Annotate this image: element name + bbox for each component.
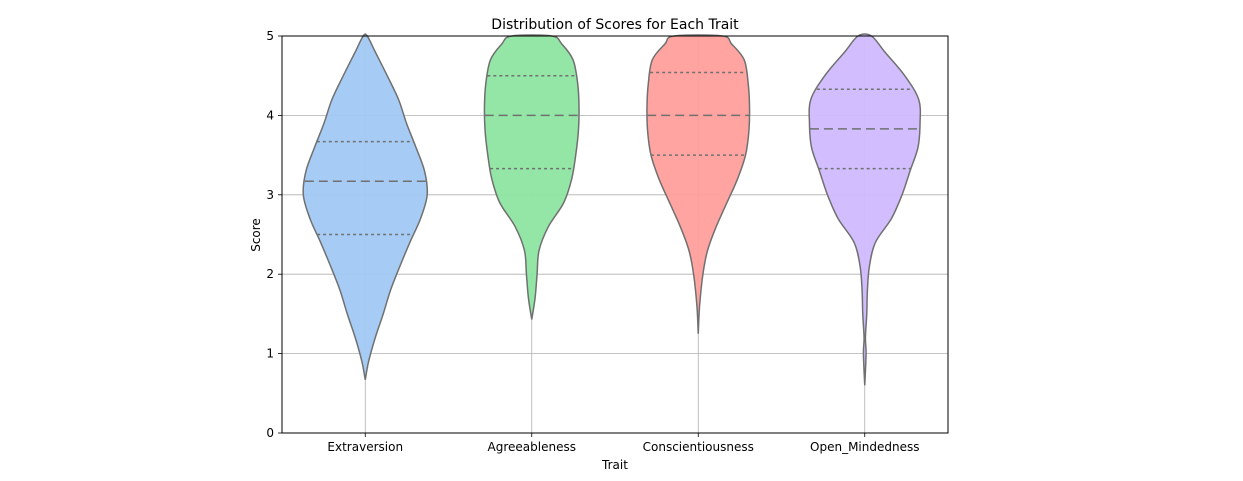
y-tick-label: 0: [266, 426, 274, 440]
y-axis: 0 1 2 3 4 5: [266, 29, 282, 440]
plot-area-frame: [281, 35, 949, 434]
x-axis-label: Trait: [601, 458, 628, 472]
y-tick-label: 4: [266, 108, 274, 122]
y-tick-label: 5: [266, 29, 274, 43]
x-tick-label: Agreeableness: [488, 440, 576, 454]
y-axis-label: Score: [249, 218, 263, 252]
violin-body: [808, 33, 922, 386]
x-tick-label: Conscientiousness: [643, 440, 754, 454]
y-tick-label: 1: [266, 347, 274, 361]
violin-layer: [302, 33, 922, 386]
x-tick-label: Open_Mindedness: [810, 440, 919, 454]
chart-title: Distribution of Scores for Each Trait: [491, 17, 739, 33]
y-tick-label: 2: [266, 267, 274, 281]
y-tick-label: 3: [266, 188, 274, 202]
violin-body: [483, 34, 580, 320]
violin-body: [646, 34, 751, 334]
x-axis: Extraversion Agreeableness Conscientiousne…: [327, 433, 919, 454]
violin-body: [302, 33, 429, 380]
x-tick-label: Extraversion: [327, 440, 403, 454]
